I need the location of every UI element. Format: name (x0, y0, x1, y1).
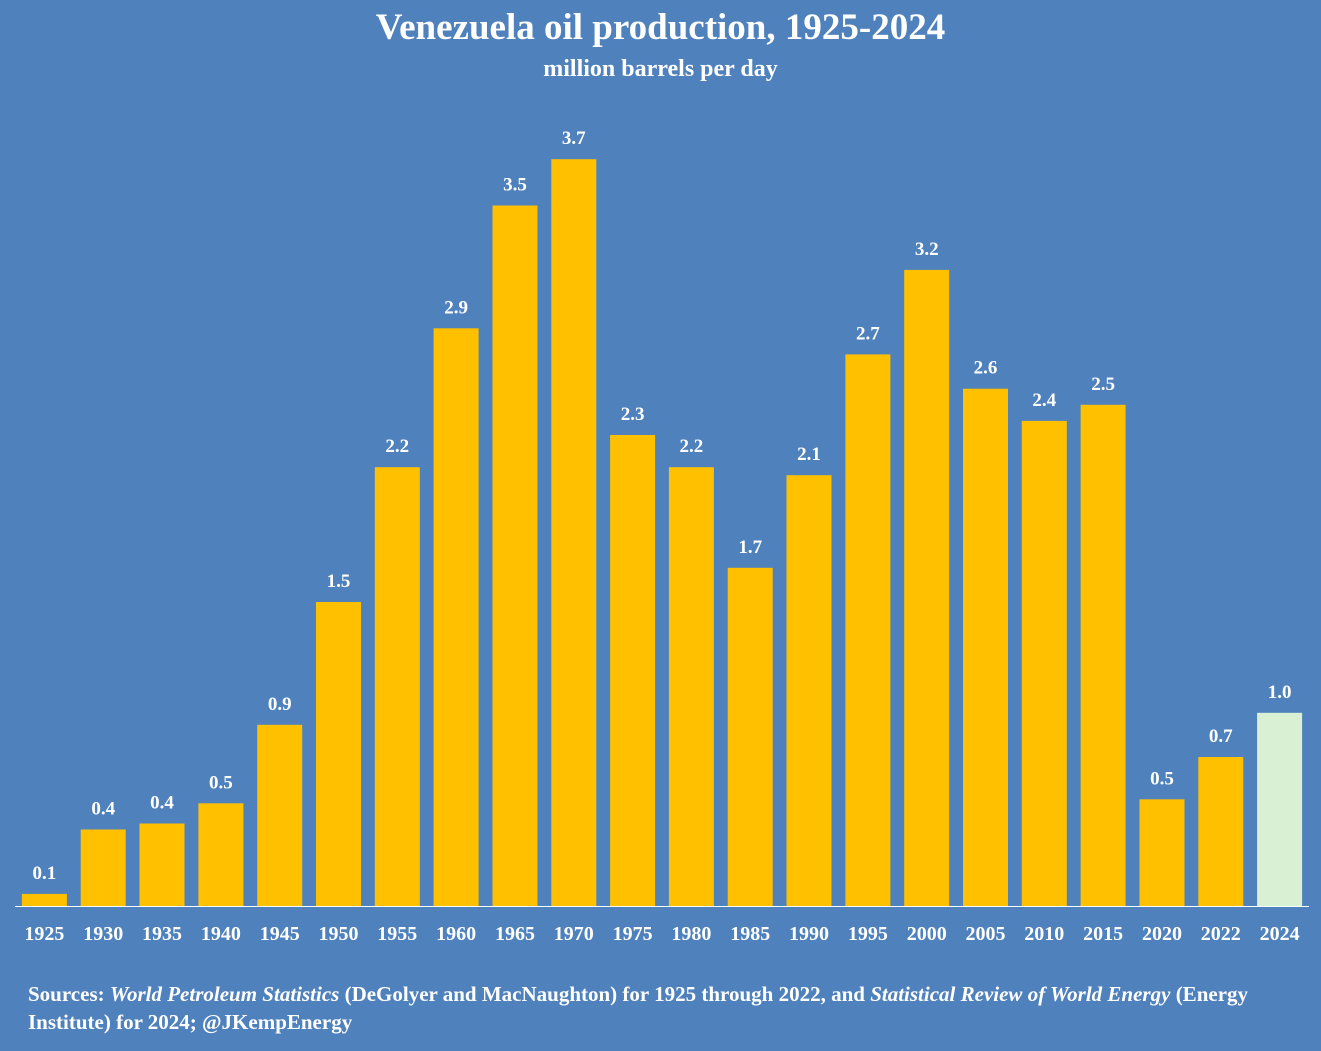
data-label-1990: 2.1 (797, 444, 821, 465)
data-label-1955: 2.2 (385, 436, 409, 457)
x-tick-label-2020: 2020 (1142, 923, 1182, 945)
data-label-2015: 2.5 (1091, 374, 1115, 395)
bar-2000 (904, 269, 950, 906)
x-tick-label-1960: 1960 (436, 923, 476, 945)
sources-note: Sources: World Petroleum Statistics (DeG… (28, 980, 1298, 1036)
data-label-1925: 0.1 (33, 863, 57, 884)
sources-suffix: (Energy Institute) for 2024; @JKempEnerg… (28, 982, 1249, 1034)
data-label-1935: 0.4 (150, 793, 174, 814)
bar-2015 (1080, 404, 1126, 906)
x-tick-label-2005: 2005 (966, 923, 1006, 945)
bar-1955 (374, 467, 420, 906)
sources-prefix: Sources: (28, 982, 110, 1006)
source-world-petroleum-statistics: World Petroleum Statistics (109, 982, 340, 1006)
x-tick-label-1930: 1930 (83, 923, 123, 945)
bar-1965 (492, 205, 538, 906)
data-label-2022: 0.7 (1209, 726, 1233, 747)
data-label-2010: 2.4 (1032, 390, 1056, 411)
x-tick-label-1955: 1955 (377, 923, 417, 945)
bar-1970 (551, 159, 597, 906)
x-tick-label-2010: 2010 (1024, 923, 1064, 945)
chart-title: Venezuela oil production, 1925-2024 (375, 7, 946, 48)
bar-1950 (316, 602, 361, 906)
x-tick-label-1945: 1945 (260, 923, 300, 945)
bar-1985 (727, 567, 773, 906)
data-label-1930: 0.4 (91, 799, 115, 820)
x-tick-label-1990: 1990 (789, 923, 829, 945)
data-label-1980: 2.2 (680, 436, 704, 457)
x-tick-label-2015: 2015 (1083, 923, 1123, 945)
bar-1945 (257, 724, 303, 906)
sources-middle: (DeGolyer and MacNaughton) for 1925 thro… (339, 982, 871, 1006)
source-statistical-review: Statistical Review of World Energy (870, 982, 1171, 1006)
x-tick-label-1950: 1950 (319, 923, 359, 945)
data-label-2020: 0.5 (1150, 768, 1174, 789)
x-tick-label-1935: 1935 (142, 923, 182, 945)
data-label-1995: 2.7 (856, 323, 880, 344)
data-label-1960: 2.9 (444, 297, 468, 318)
bar-1940 (198, 803, 244, 906)
bar-1960 (433, 328, 479, 906)
bar-1990 (786, 475, 832, 906)
x-tick-label-1925: 1925 (24, 923, 64, 945)
x-tick-label-1980: 1980 (671, 923, 711, 945)
x-tick-label-2000: 2000 (907, 923, 947, 945)
bar-2020 (1139, 799, 1185, 906)
bar-2005 (963, 388, 1008, 906)
data-label-2024: 1.0 (1268, 682, 1292, 703)
x-tick-label-2022: 2022 (1201, 923, 1241, 945)
bar-chart: 0.1 1925 0.4 1930 0.4 1935 0.5 1940 0.9 1945 1.5 19… (15, 128, 1309, 945)
bar-2022 (1198, 757, 1244, 906)
x-tick-label-1975: 1975 (613, 923, 653, 945)
data-label-1970: 3.7 (562, 128, 586, 149)
data-label-1965: 3.5 (503, 175, 527, 196)
bar-1930 (80, 829, 126, 906)
x-tick-label-1940: 1940 (201, 923, 241, 945)
data-label-2005: 2.6 (974, 358, 998, 379)
x-tick-label-1995: 1995 (848, 923, 888, 945)
bar-1980 (668, 467, 714, 906)
bar-2010 (1021, 420, 1067, 906)
bar-2024 (1257, 712, 1303, 906)
data-label-1985: 1.7 (738, 537, 762, 558)
x-tick-label-2024: 2024 (1260, 923, 1300, 945)
data-label-1945: 0.9 (268, 694, 292, 715)
bar-1935 (139, 823, 185, 906)
x-tick-label-1970: 1970 (554, 923, 594, 945)
bar-1925 (21, 893, 67, 906)
data-label-1950: 1.5 (327, 571, 351, 592)
x-tick-label-1965: 1965 (495, 923, 535, 945)
chart-subtitle: million barrels per day (543, 56, 778, 82)
bar-1975 (610, 435, 656, 906)
data-label-2000: 3.2 (915, 239, 939, 260)
bar-1995 (845, 354, 891, 906)
data-label-1940: 0.5 (209, 772, 233, 793)
data-label-1975: 2.3 (621, 404, 645, 425)
x-tick-label-1985: 1985 (730, 923, 770, 945)
